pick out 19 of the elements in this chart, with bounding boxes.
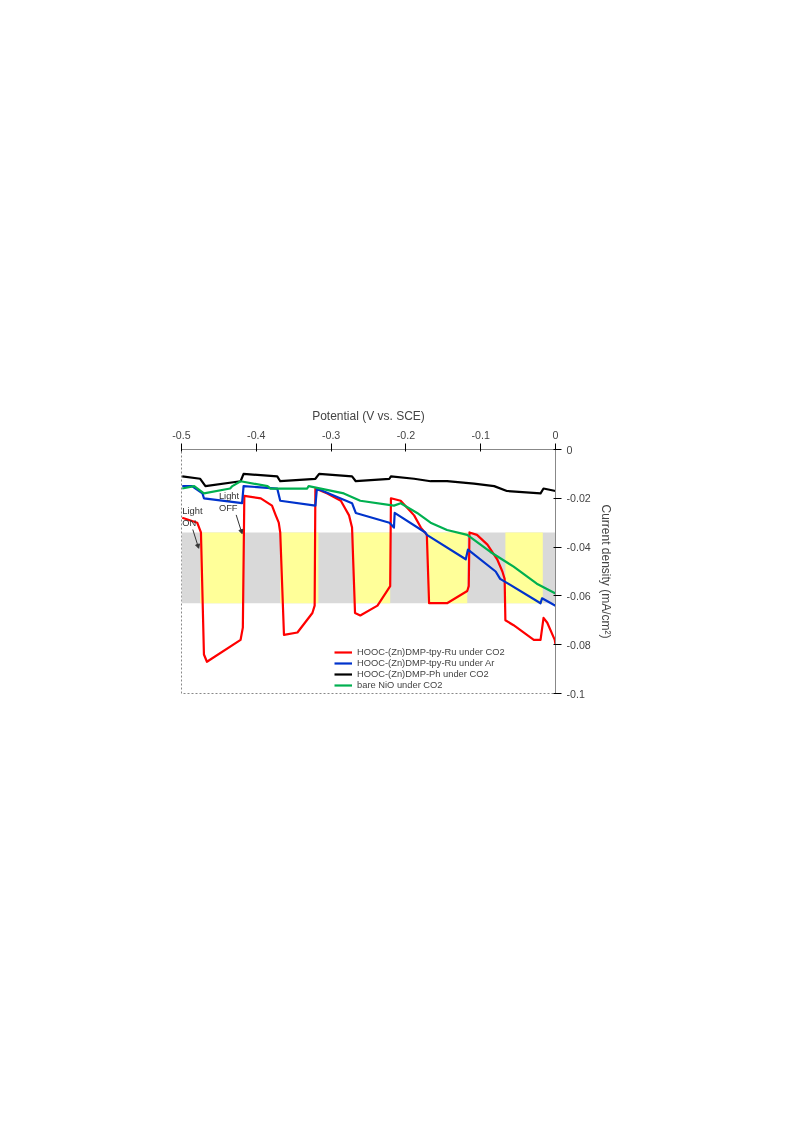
legend-label: HOOC-(Zn)DMP-tpy-Ru under Ar (357, 658, 495, 668)
x-tick-label: -0.5 (172, 428, 191, 441)
y-tick-label: -0.08 (566, 638, 591, 651)
y-tick-label: -0.1 (566, 687, 585, 700)
y-tick-label: 0 (566, 443, 573, 456)
x-tick-label: -0.4 (247, 428, 266, 441)
x-tick-label: -0.1 (471, 428, 490, 441)
y-axis-title: Current density (mA/cm²) (598, 504, 613, 639)
y-tick-label: -0.04 (566, 541, 591, 554)
legend-label: bare NiO under CO2 (357, 680, 443, 690)
y-tick-label: -0.06 (566, 589, 591, 602)
x-tick-label: -0.3 (321, 428, 341, 441)
x-tick-label: -0.2 (396, 428, 416, 441)
y-tick-label: -0.02 (566, 492, 591, 505)
annotation: Light OFF (218, 490, 240, 513)
x-axis-title: Potential (V vs. SCE) (312, 408, 425, 423)
legend-label: HOOC-(Zn)DMP-tpy-Ru under CO2 (357, 647, 505, 657)
legend-label: HOOC-(Zn)DMP-Ph under CO2 (357, 669, 489, 679)
x-tick-label: 0 (552, 428, 559, 441)
